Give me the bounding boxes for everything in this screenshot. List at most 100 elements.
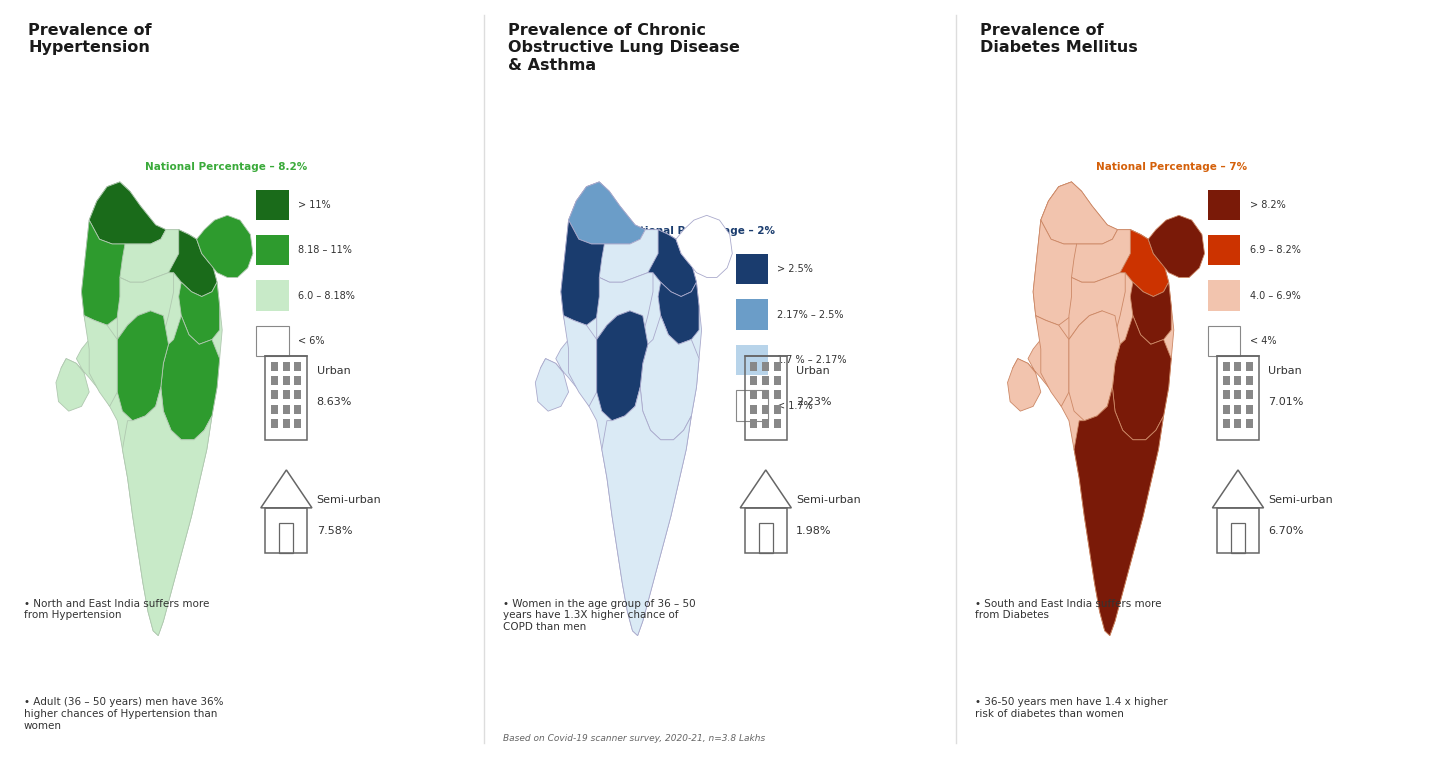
Polygon shape: [564, 315, 597, 406]
Text: < 1.7%: < 1.7%: [777, 400, 813, 411]
Text: Urban: Urban: [796, 366, 830, 377]
Text: Prevalence of
Hypertension: Prevalence of Hypertension: [29, 23, 152, 55]
Text: < 6%: < 6%: [298, 336, 325, 346]
Bar: [1222, 405, 1229, 414]
Bar: [295, 419, 302, 428]
Bar: [270, 362, 278, 371]
Text: 2.17% – 2.5%: 2.17% – 2.5%: [777, 309, 844, 320]
Bar: [1231, 523, 1245, 553]
Bar: [750, 405, 757, 414]
Text: Urban: Urban: [1268, 366, 1302, 377]
Polygon shape: [117, 273, 173, 363]
Bar: [1246, 419, 1254, 428]
Polygon shape: [597, 273, 653, 363]
Bar: [270, 390, 278, 399]
Text: 6.0 – 8.18%: 6.0 – 8.18%: [298, 290, 355, 301]
Text: 8.63%: 8.63%: [316, 396, 352, 407]
Bar: [295, 390, 302, 399]
Polygon shape: [56, 359, 89, 411]
FancyBboxPatch shape: [256, 190, 289, 220]
Bar: [763, 390, 768, 399]
Polygon shape: [1033, 220, 1082, 325]
Bar: [758, 523, 773, 553]
Text: National Percentage – 2%: National Percentage – 2%: [624, 226, 776, 236]
Bar: [750, 376, 757, 385]
FancyBboxPatch shape: [736, 299, 768, 330]
Text: > 8.2%: > 8.2%: [1249, 199, 1285, 210]
Polygon shape: [675, 215, 733, 277]
Polygon shape: [89, 182, 166, 244]
Text: Prevalence of Chronic
Obstructive Lung Disease
& Asthma: Prevalence of Chronic Obstructive Lung D…: [508, 23, 740, 73]
FancyBboxPatch shape: [1208, 280, 1241, 311]
Bar: [1235, 390, 1241, 399]
Bar: [774, 376, 781, 385]
Bar: [266, 508, 308, 553]
Bar: [750, 362, 757, 371]
Bar: [295, 376, 302, 385]
Polygon shape: [568, 182, 610, 220]
Text: 1.7 % – 2.17%: 1.7 % – 2.17%: [777, 355, 847, 365]
Text: Based on Covid-19 scanner survey, 2020-21, n=3.8 Lakhs: Based on Covid-19 scanner survey, 2020-2…: [502, 734, 766, 743]
Text: Semi-urban: Semi-urban: [1268, 495, 1332, 506]
Bar: [283, 405, 289, 414]
Bar: [283, 390, 289, 399]
Bar: [1235, 419, 1241, 428]
Bar: [1222, 376, 1229, 385]
Bar: [279, 523, 293, 553]
Text: < 4%: < 4%: [1249, 336, 1276, 346]
Polygon shape: [535, 359, 568, 411]
Bar: [270, 376, 278, 385]
Bar: [1235, 376, 1241, 385]
Bar: [744, 356, 787, 440]
Polygon shape: [602, 387, 691, 635]
Bar: [774, 405, 781, 414]
Text: 7.01%: 7.01%: [1268, 396, 1304, 407]
Polygon shape: [89, 182, 130, 220]
Bar: [1222, 390, 1229, 399]
Polygon shape: [1040, 182, 1082, 220]
Polygon shape: [1075, 387, 1163, 635]
Bar: [283, 376, 289, 385]
Polygon shape: [600, 230, 675, 282]
Text: National Percentage – 7%: National Percentage – 7%: [1096, 161, 1248, 172]
Text: Prevalence of
Diabetes Mellitus: Prevalence of Diabetes Mellitus: [980, 23, 1138, 55]
FancyBboxPatch shape: [256, 235, 289, 265]
Bar: [774, 419, 781, 428]
Text: 2.23%: 2.23%: [796, 396, 831, 407]
Polygon shape: [160, 315, 219, 440]
FancyBboxPatch shape: [256, 280, 289, 311]
Polygon shape: [648, 230, 697, 296]
Polygon shape: [541, 182, 701, 635]
Bar: [270, 405, 278, 414]
Text: • South and East India suffers more
from Diabetes: • South and East India suffers more from…: [976, 599, 1162, 620]
Text: • Women in the age group of 36 – 50
years have 1.3X higher chance of
COPD than m: • Women in the age group of 36 – 50 year…: [502, 599, 695, 632]
Bar: [1216, 356, 1259, 440]
Bar: [283, 362, 289, 371]
Polygon shape: [1072, 230, 1148, 282]
Polygon shape: [568, 182, 645, 244]
Text: Semi-urban: Semi-urban: [316, 495, 381, 506]
FancyBboxPatch shape: [256, 326, 289, 356]
Bar: [283, 419, 289, 428]
Polygon shape: [179, 282, 219, 344]
Text: 7.58%: 7.58%: [316, 525, 352, 536]
FancyBboxPatch shape: [736, 390, 768, 421]
Text: 1.98%: 1.98%: [796, 525, 831, 536]
Bar: [774, 390, 781, 399]
FancyBboxPatch shape: [736, 254, 768, 284]
Text: • 36-50 years men have 1.4 x higher
risk of diabetes than women: • 36-50 years men have 1.4 x higher risk…: [976, 697, 1168, 719]
Polygon shape: [1069, 311, 1120, 421]
Bar: [744, 508, 787, 553]
FancyBboxPatch shape: [736, 345, 768, 375]
Bar: [763, 405, 768, 414]
Polygon shape: [1013, 182, 1173, 635]
Bar: [1235, 405, 1241, 414]
Polygon shape: [123, 387, 212, 635]
Bar: [763, 362, 768, 371]
Text: Urban: Urban: [316, 366, 351, 377]
Bar: [1222, 419, 1229, 428]
Polygon shape: [1036, 315, 1069, 406]
FancyBboxPatch shape: [1208, 326, 1241, 356]
Polygon shape: [1112, 315, 1171, 440]
Bar: [1246, 405, 1254, 414]
